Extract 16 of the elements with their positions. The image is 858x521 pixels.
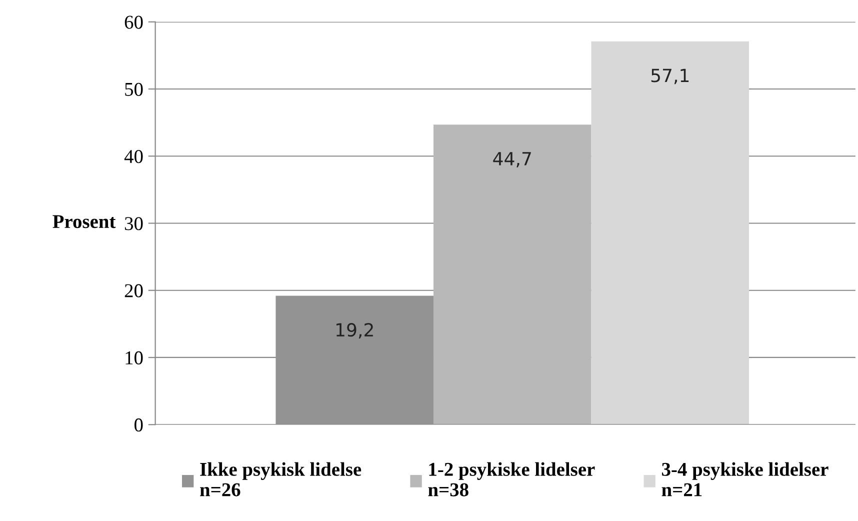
- data-label: 44,7: [493, 152, 531, 168]
- y-tick-label: 60: [124, 16, 143, 29]
- bar: [591, 41, 750, 425]
- y-tick-label: 10: [126, 351, 143, 364]
- legend-label: 1-2 psykiske lidelser n=38: [428, 462, 595, 496]
- y-tick-label: 50: [125, 82, 143, 96]
- y-tick-label: 30: [124, 217, 143, 230]
- y-tick-label: 40: [124, 150, 143, 164]
- legend-label: Ikke psykisk lidelse n=26: [200, 462, 362, 496]
- data-label: 19,2: [336, 323, 373, 339]
- legend-label: 3-4 psykiske lidelser n=21: [662, 462, 828, 496]
- y-axis-title: Prosent: [52, 215, 116, 228]
- bar: [433, 124, 592, 425]
- y-tick-label: 0: [134, 418, 143, 432]
- y-tick-label: 20: [124, 284, 143, 298]
- data-label: 57,1: [651, 68, 689, 84]
